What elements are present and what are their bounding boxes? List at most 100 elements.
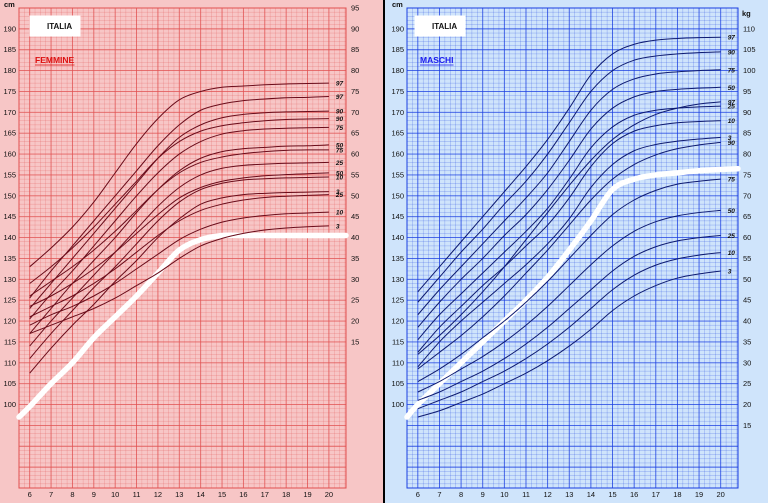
weight-curve-p3 — [417, 270, 721, 418]
height-tick-label: 135 — [3, 254, 16, 263]
separator-band — [16, 232, 349, 420]
height-percentile-label: 75 — [728, 67, 736, 74]
weight-tick-label: 45 — [351, 212, 359, 221]
weight-curve-p25 — [29, 194, 329, 318]
height-tick-label: 155 — [391, 170, 404, 179]
weight-tick-label: 95 — [351, 4, 359, 13]
weight-percentile-label: 75 — [728, 177, 736, 184]
weight-tick-label: 25 — [743, 379, 751, 388]
height-tick-label: 110 — [4, 358, 16, 367]
weight-tick-label: 70 — [351, 108, 359, 117]
height-curve-p25 — [29, 161, 329, 347]
chart-title: ITALIA — [432, 22, 457, 31]
weight-percentile-label: 10 — [336, 210, 344, 217]
height-tick-label: 155 — [3, 170, 16, 179]
weight-curve-p90 — [417, 141, 721, 370]
height-percentile-label: 50 — [728, 85, 736, 92]
weight-curve-p3 — [29, 225, 329, 335]
height-curve-p97 — [29, 95, 329, 299]
weight-tick-label: 45 — [743, 296, 751, 305]
height-tick-label: 185 — [3, 45, 16, 54]
height-tick-label: 105 — [391, 379, 404, 388]
weight-tick-label: 65 — [743, 212, 751, 221]
age-tick-label: 9 — [481, 490, 485, 499]
weight-tick-label: 70 — [743, 191, 751, 200]
height-tick-label: 125 — [391, 296, 404, 305]
height-percentile-label: 50 — [336, 142, 344, 149]
age-tick-label: 12 — [543, 490, 551, 499]
height-tick-label: 145 — [391, 212, 404, 221]
separator-band — [404, 165, 741, 420]
height-tick-label: 115 — [4, 337, 16, 346]
weight-percentile-label: 90 — [336, 116, 344, 123]
age-tick-label: 15 — [218, 490, 226, 499]
height-curve-p90 — [417, 51, 721, 303]
height-tick-label: 150 — [3, 191, 16, 200]
height-tick-label: 100 — [3, 400, 16, 409]
height-tick-label: 140 — [391, 233, 404, 242]
age-tick-label: 8 — [70, 490, 74, 499]
weight-tick-label: 40 — [351, 233, 359, 242]
weight-curve-p25 — [417, 234, 721, 401]
age-tick-label: 9 — [92, 490, 96, 499]
weight-tick-label: 65 — [351, 129, 359, 138]
title-box-background — [414, 15, 466, 37]
height-tick-label: 160 — [3, 150, 16, 159]
weight-tick-label: 15 — [351, 337, 359, 346]
height-tick-label: 105 — [3, 379, 16, 388]
age-tick-label: 13 — [175, 490, 183, 499]
height-tick-label: 140 — [3, 233, 16, 242]
age-tick-label: 11 — [522, 490, 530, 499]
weight-percentile-label: 10 — [728, 250, 736, 257]
height-tick-label: 135 — [391, 254, 404, 263]
age-tick-label: 16 — [239, 490, 247, 499]
age-tick-label: 14 — [196, 490, 204, 499]
weight-percentile-label: 97 — [728, 99, 736, 106]
weight-tick-label: 25 — [351, 296, 359, 305]
height-curve-p50 — [29, 144, 329, 334]
weight-tick-label: 75 — [743, 170, 751, 179]
maschi-chart: 97907550251039790755025103cm100105110115… — [385, 0, 768, 503]
height-curve-p75 — [417, 69, 721, 316]
height-percentile-label: 3 — [336, 189, 340, 196]
title-box-background — [29, 15, 81, 37]
weight-tick-label: 30 — [743, 358, 751, 367]
weight-percentile-label: 97 — [336, 81, 344, 88]
height-tick-label: 185 — [391, 45, 404, 54]
weight-curve-p97 — [29, 82, 329, 268]
weight-curve-p90 — [29, 118, 329, 284]
height-percentile-label: 10 — [336, 175, 344, 182]
height-tick-label: 120 — [391, 317, 404, 326]
weight-percentile-label: 75 — [336, 147, 344, 154]
height-tick-label: 145 — [3, 212, 16, 221]
age-tick-label: 19 — [695, 490, 703, 499]
weight-tick-label: 60 — [743, 233, 751, 242]
height-tick-label: 130 — [3, 275, 16, 284]
plot-frame — [18, 7, 347, 489]
weight-tick-label: 50 — [743, 275, 751, 284]
height-tick-label: 165 — [3, 129, 16, 138]
weight-tick-label: 85 — [351, 45, 359, 54]
height-tick-label: 115 — [392, 337, 404, 346]
chart-grid — [18, 7, 346, 489]
height-tick-label: 175 — [391, 87, 404, 96]
weight-curve-p75 — [417, 178, 721, 383]
weight-curve-p50 — [29, 172, 329, 307]
weight-tick-label: 60 — [351, 150, 359, 159]
height-tick-label: 180 — [391, 66, 404, 75]
chart-title: ITALIA — [47, 22, 72, 31]
age-tick-label: 6 — [416, 490, 420, 499]
femmine-chart: 97907550251039790755025103cm100105110115… — [0, 0, 383, 503]
weight-percentile-label: 3 — [728, 268, 732, 275]
chart-title-box: ITALIA — [29, 15, 81, 37]
chart-title-box: ITALIA — [414, 15, 466, 37]
height-curve-p50 — [417, 86, 721, 328]
chart-background — [385, 0, 768, 503]
height-curve-p10 — [417, 120, 721, 353]
age-tick-label: 7 — [437, 490, 441, 499]
weight-percentile-label: 25 — [335, 192, 344, 199]
weight-curve-p75 — [29, 149, 329, 297]
height-tick-label: 175 — [3, 87, 16, 96]
age-tick-label: 14 — [587, 490, 595, 499]
